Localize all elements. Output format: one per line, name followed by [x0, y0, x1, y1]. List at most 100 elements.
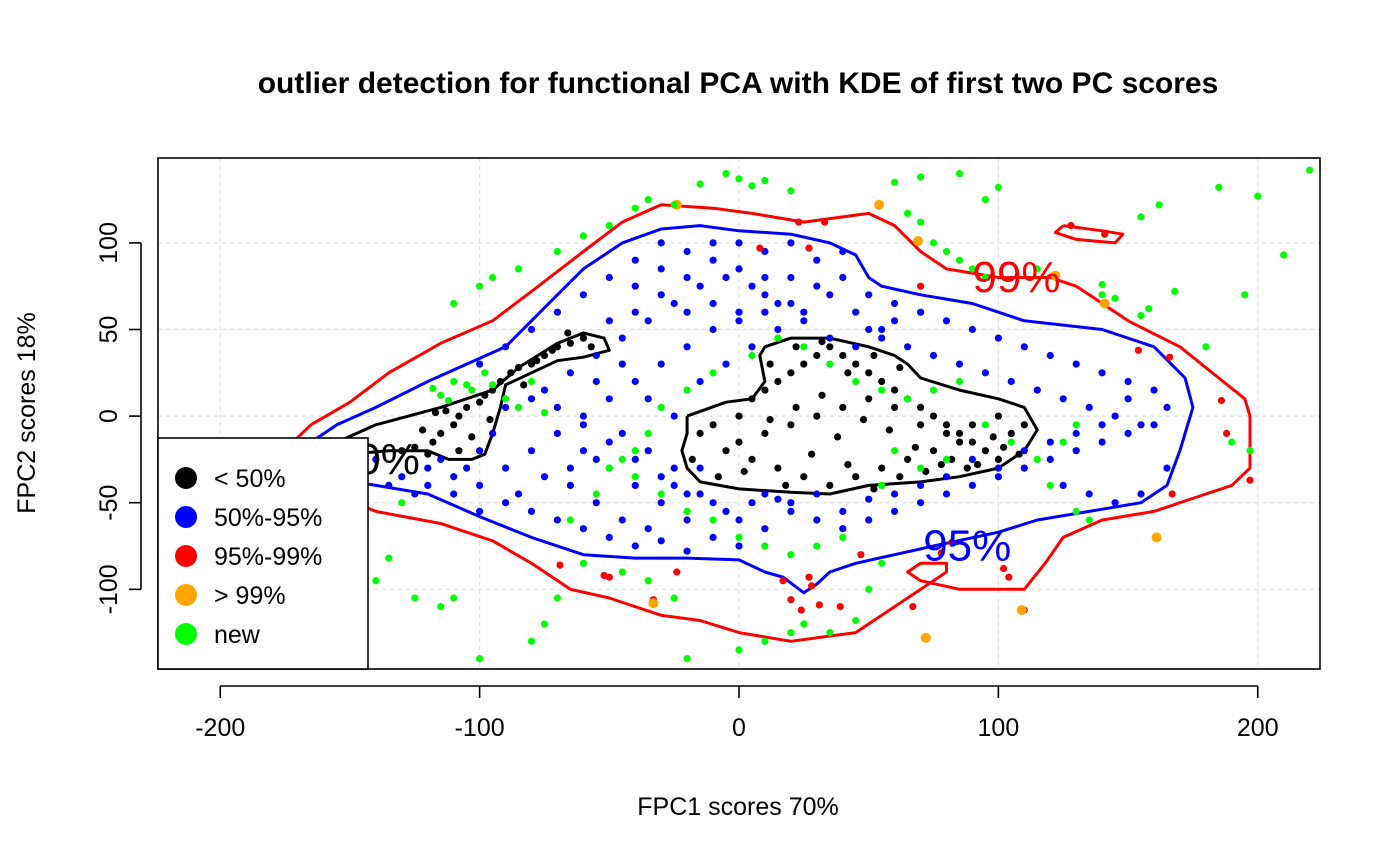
- point-0-28: [455, 447, 463, 455]
- point-4-66: [527, 637, 536, 645]
- contour-line-0-0: [335, 331, 611, 461]
- point-4-69: [579, 559, 588, 567]
- point-4-104: [1085, 516, 1093, 524]
- point-1-145: [994, 464, 1003, 472]
- point-1-37: [709, 533, 717, 542]
- point-4-17: [917, 173, 925, 181]
- point-4-84: [605, 464, 613, 472]
- point-4-93: [826, 360, 834, 368]
- point-1-80: [657, 537, 665, 545]
- point-1-2: [398, 473, 406, 481]
- point-2-30: [1005, 573, 1013, 581]
- point-1-121: [1137, 421, 1145, 429]
- point-1-181: [735, 317, 743, 325]
- point-2-6: [1101, 230, 1109, 238]
- point-4-20: [994, 183, 1003, 191]
- point-0-32: [748, 395, 756, 403]
- legend-label-0: < 50%: [214, 465, 286, 493]
- point-4-31: [1111, 294, 1119, 302]
- legend-label-4: new: [214, 621, 261, 649]
- point-1-6: [502, 464, 510, 472]
- point-4-23: [929, 239, 938, 247]
- point-0-104: [1015, 450, 1023, 458]
- point-3-4: [1099, 298, 1110, 309]
- point-1-90: [696, 282, 704, 290]
- point-1-96: [852, 308, 860, 316]
- point-0-16: [553, 343, 562, 351]
- point-0-96: [818, 391, 826, 399]
- point-0-50: [981, 447, 990, 455]
- point-0-45: [917, 403, 925, 411]
- data-points: [346, 166, 1314, 663]
- point-1-94: [800, 308, 808, 316]
- point-1-72: [722, 507, 730, 515]
- point-0-39: [839, 351, 847, 360]
- point-4-51: [481, 369, 489, 377]
- point-4-10: [579, 232, 588, 240]
- legend-swatch-4: [175, 623, 197, 645]
- point-1-31: [761, 273, 769, 282]
- point-1-174: [385, 481, 393, 489]
- point-0-30: [709, 421, 717, 429]
- point-1-30: [735, 265, 743, 273]
- point-2-29: [1000, 564, 1008, 573]
- legend-label-2: 95%-99%: [214, 543, 322, 571]
- point-0-58: [826, 481, 834, 489]
- point-4-54: [514, 403, 523, 411]
- point-1-12: [657, 360, 665, 368]
- point-4-88: [683, 386, 691, 394]
- point-0-7: [476, 398, 484, 406]
- point-4-82: [566, 516, 575, 524]
- point-0-63: [955, 438, 964, 446]
- point-0-73: [942, 429, 951, 437]
- point-1-138: [1137, 490, 1145, 498]
- point-1-11: [631, 377, 639, 386]
- point-1-92: [748, 282, 756, 290]
- point-1-167: [566, 464, 575, 472]
- point-1-14: [709, 325, 717, 334]
- point-1-26: [631, 256, 639, 264]
- point-4-110: [813, 542, 821, 550]
- point-4-65: [476, 655, 484, 663]
- point-2-15: [605, 573, 613, 581]
- point-2-21: [805, 573, 813, 581]
- point-4-29: [1098, 280, 1106, 289]
- point-1-35: [657, 499, 665, 507]
- point-1-122: [631, 308, 639, 316]
- point-1-153: [787, 499, 795, 507]
- point-4-56: [540, 409, 549, 417]
- x-tick-label-2: 0: [732, 714, 746, 742]
- point-4-117: [631, 473, 639, 481]
- point-0-13: [527, 360, 536, 368]
- point-2-4: [917, 282, 925, 290]
- point-4-16: [891, 178, 899, 186]
- point-4-39: [1145, 305, 1153, 313]
- point-1-129: [566, 481, 575, 489]
- point-4-120: [1059, 438, 1067, 446]
- point-1-182: [761, 308, 769, 316]
- point-1-67: [865, 325, 873, 334]
- point-4-14: [476, 282, 484, 290]
- point-1-16: [761, 291, 769, 299]
- point-0-84: [834, 433, 842, 441]
- point-1-163: [527, 395, 536, 403]
- point-1-126: [735, 239, 743, 247]
- contour-label-1: 95%: [923, 522, 1011, 571]
- point-1-20: [476, 360, 484, 368]
- point-1-128: [787, 239, 795, 247]
- point-0-12: [514, 364, 523, 372]
- point-1-125: [709, 239, 717, 247]
- point-1-101: [618, 360, 626, 368]
- point-4-53: [502, 395, 510, 403]
- point-4-76: [787, 629, 795, 637]
- point-1-18: [813, 256, 821, 264]
- point-1-64: [942, 317, 951, 325]
- point-1-89: [670, 299, 678, 308]
- point-0-29: [431, 409, 440, 417]
- y-tick-label-2: 0: [95, 409, 123, 423]
- point-0-34: [774, 377, 782, 386]
- point-4-94: [852, 377, 860, 386]
- point-1-70: [670, 464, 678, 472]
- point-1-158: [657, 473, 665, 481]
- point-2-27: [937, 549, 945, 557]
